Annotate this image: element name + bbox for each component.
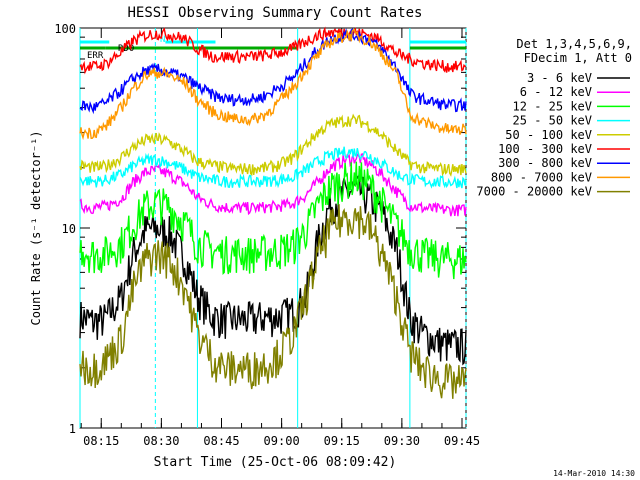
y-tick-label-10: 10: [62, 222, 76, 236]
series-line-4: [79, 113, 467, 177]
legend-label-3: 25 - 50 keV: [513, 114, 592, 128]
series-line-2: [79, 161, 467, 280]
x-axis-label: Start Time (25-Oct-06 08:09:42): [154, 455, 397, 470]
legend-label-4: 50 - 100 keV: [505, 128, 592, 142]
x-tick-label-08:15: 08:15: [83, 434, 119, 448]
legend-label-1: 6 - 12 keV: [520, 85, 592, 99]
legend-header-line-1: Det 1,3,4,5,6,9,: [516, 37, 632, 51]
legend-label-6: 300 - 800 keV: [498, 156, 592, 170]
footer-timestamp: 14-Mar-2010 14:30: [553, 469, 635, 478]
series-line-3: [79, 146, 467, 189]
y-tick-label-1: 1: [69, 422, 76, 436]
y-tick-label-100: 100: [54, 22, 76, 36]
plot-area: 1 10 100 08:15 08:30 08:45 09:00 09:15 09:30 09:4…: [54, 22, 480, 448]
series-line-1: [79, 152, 467, 217]
series-line-7: [79, 28, 467, 141]
legend-label-2: 12 - 25 keV: [513, 99, 592, 113]
legend-header-line-2: FDecim 1, Att 0: [524, 51, 632, 65]
flag-label-RD0: RD0: [118, 44, 134, 54]
x-tick-label-09:45: 09:45: [444, 434, 480, 448]
x-tick-label-08:45: 08:45: [203, 434, 239, 448]
x-tick-label-08:30: 08:30: [143, 434, 179, 448]
legend-label-5: 100 - 300 keV: [498, 142, 592, 156]
legend-label-8: 7000 - 20000 keV: [476, 185, 592, 199]
series-line-5: [79, 26, 467, 75]
x-tick-label-09:00: 09:00: [264, 434, 300, 448]
x-tick-label-09:15: 09:15: [324, 434, 360, 448]
chart-title: HESSI Observing Summary Count Rates: [127, 5, 422, 21]
legend-label-0: 3 - 6 keV: [527, 71, 592, 85]
flag-label-N: N: [160, 35, 165, 45]
x-tick-label-09:30: 09:30: [384, 434, 420, 448]
series-line-8: [79, 204, 467, 399]
legend-label-7: 800 - 7000 keV: [491, 170, 592, 184]
series-line-0: [79, 174, 467, 366]
y-axis-label: Count Rate (s⁻¹ detector⁻¹): [29, 130, 43, 325]
flag-label-ERR: ERR: [87, 51, 104, 61]
